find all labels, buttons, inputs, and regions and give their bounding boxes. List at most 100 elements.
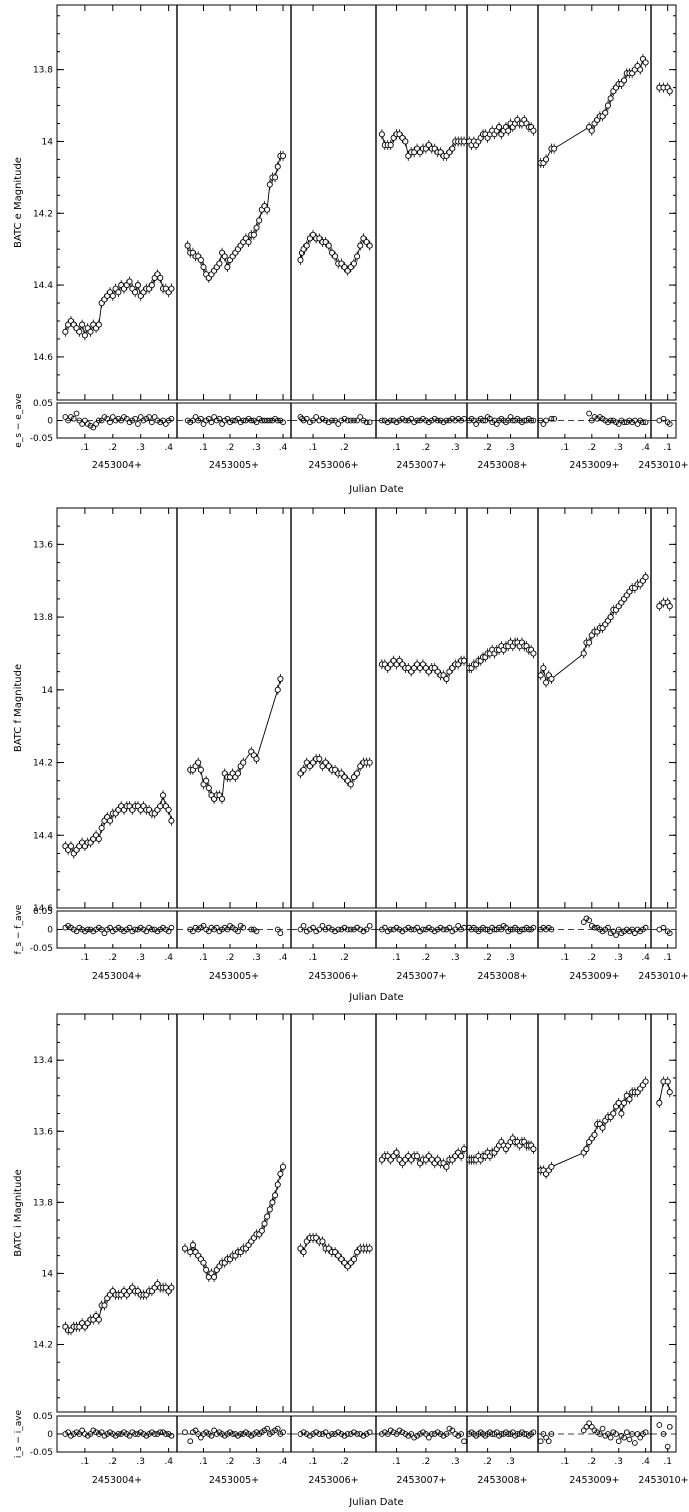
residual-point (621, 419, 627, 426)
y-tick-label: 14.6 (33, 353, 53, 363)
night-label: 2453008+ (477, 971, 527, 982)
residual-point (307, 926, 313, 933)
residual-point (253, 928, 260, 935)
x-tick-label: .2 (422, 1457, 431, 1467)
residual-point (118, 417, 125, 424)
residual-point (332, 1431, 338, 1437)
data-point (303, 242, 310, 249)
residual-point (198, 1434, 204, 1441)
data-point (269, 1199, 276, 1206)
residual-point (434, 926, 441, 933)
residual-point (449, 415, 456, 422)
x-tick-label: .4 (164, 443, 173, 453)
residual-point (640, 419, 646, 426)
residual-point (363, 1431, 370, 1437)
x-tick-label: .1 (199, 1457, 208, 1467)
data-point (87, 328, 94, 335)
data-point (157, 274, 164, 281)
resid-y-tick-label: -0.05 (30, 434, 53, 444)
data-point (618, 1110, 625, 1117)
data-point (195, 759, 202, 766)
residual-point (344, 417, 351, 424)
data-point (216, 260, 223, 267)
residual-point (493, 421, 500, 427)
residual-point (621, 1434, 627, 1441)
residual-point (393, 419, 400, 426)
x-axis-label: Julian Date (348, 1497, 403, 1508)
residual-point (384, 1431, 391, 1437)
data-point (350, 1256, 358, 1263)
y-tick-label: 13.8 (33, 1198, 53, 1208)
data-point (599, 1124, 606, 1131)
residual-point (143, 415, 150, 422)
x-tick-label: .4 (279, 1457, 288, 1467)
residual-point (366, 419, 373, 426)
residual-point (76, 417, 83, 424)
data-point (656, 603, 663, 610)
data-point (148, 282, 155, 289)
residual-point (357, 926, 364, 933)
x-tick-label: .2 (109, 1457, 118, 1467)
x-tick-label: .1 (81, 1457, 90, 1467)
residual-point (384, 419, 391, 426)
residual-point (115, 1431, 122, 1437)
residual-point (623, 1429, 630, 1436)
residual-point (660, 415, 667, 422)
residual-point (420, 926, 426, 933)
x-tick-label: .2 (483, 953, 492, 963)
x-tick-label: .2 (422, 443, 431, 453)
x-tick-label: .2 (109, 953, 118, 963)
night-label: 2453009+ (569, 1475, 619, 1486)
x-tick-label: .4 (641, 953, 650, 963)
x-tick-label: .1 (81, 443, 90, 453)
data-point (602, 109, 609, 116)
residual-point (548, 415, 555, 422)
residual-point (417, 1431, 423, 1437)
data-point (607, 95, 614, 102)
data-point (458, 1153, 465, 1160)
data-point (449, 145, 456, 152)
residual-point (322, 926, 329, 933)
residual-point (425, 419, 432, 426)
residual-point (417, 928, 423, 935)
data-point (666, 603, 673, 610)
residual-point (525, 926, 532, 933)
residual-point (104, 415, 111, 422)
residual-point (632, 930, 638, 937)
residual-point (165, 417, 172, 424)
x-tick-label: .3 (506, 953, 515, 963)
y-axis-label: BATC e Magnitude (13, 157, 24, 248)
residual-point (379, 926, 385, 933)
residual-point (449, 928, 456, 935)
x-tick-label: .1 (392, 953, 401, 963)
residual-point (530, 1429, 537, 1436)
y-tick-label: 14 (42, 686, 54, 696)
residual-point (76, 1431, 83, 1437)
residual-point (360, 1432, 367, 1439)
x-tick-label: .1 (309, 443, 318, 453)
residual-point (229, 1431, 236, 1437)
residual-point (73, 928, 80, 935)
residual-point (297, 414, 304, 420)
residual-point (431, 1431, 438, 1437)
data-point (505, 127, 512, 134)
residual-point (300, 922, 307, 929)
x-tick-label: .3 (451, 443, 460, 453)
data-point (588, 127, 595, 134)
residual-point (357, 414, 364, 420)
residual-point (425, 1434, 432, 1441)
data-point (461, 657, 468, 664)
data-point (319, 1238, 326, 1245)
data-point (200, 1259, 207, 1266)
residual-point (182, 1429, 188, 1436)
residual-point (390, 926, 397, 933)
data-point (637, 66, 644, 73)
y-tick-label: 14.4 (33, 281, 53, 291)
residual-point (107, 419, 113, 426)
resid-y-tick-label: 0.05 (33, 907, 53, 917)
residual-point (319, 1431, 326, 1437)
residual-point (660, 924, 667, 931)
data-point (256, 217, 263, 224)
residual-point (387, 926, 394, 933)
